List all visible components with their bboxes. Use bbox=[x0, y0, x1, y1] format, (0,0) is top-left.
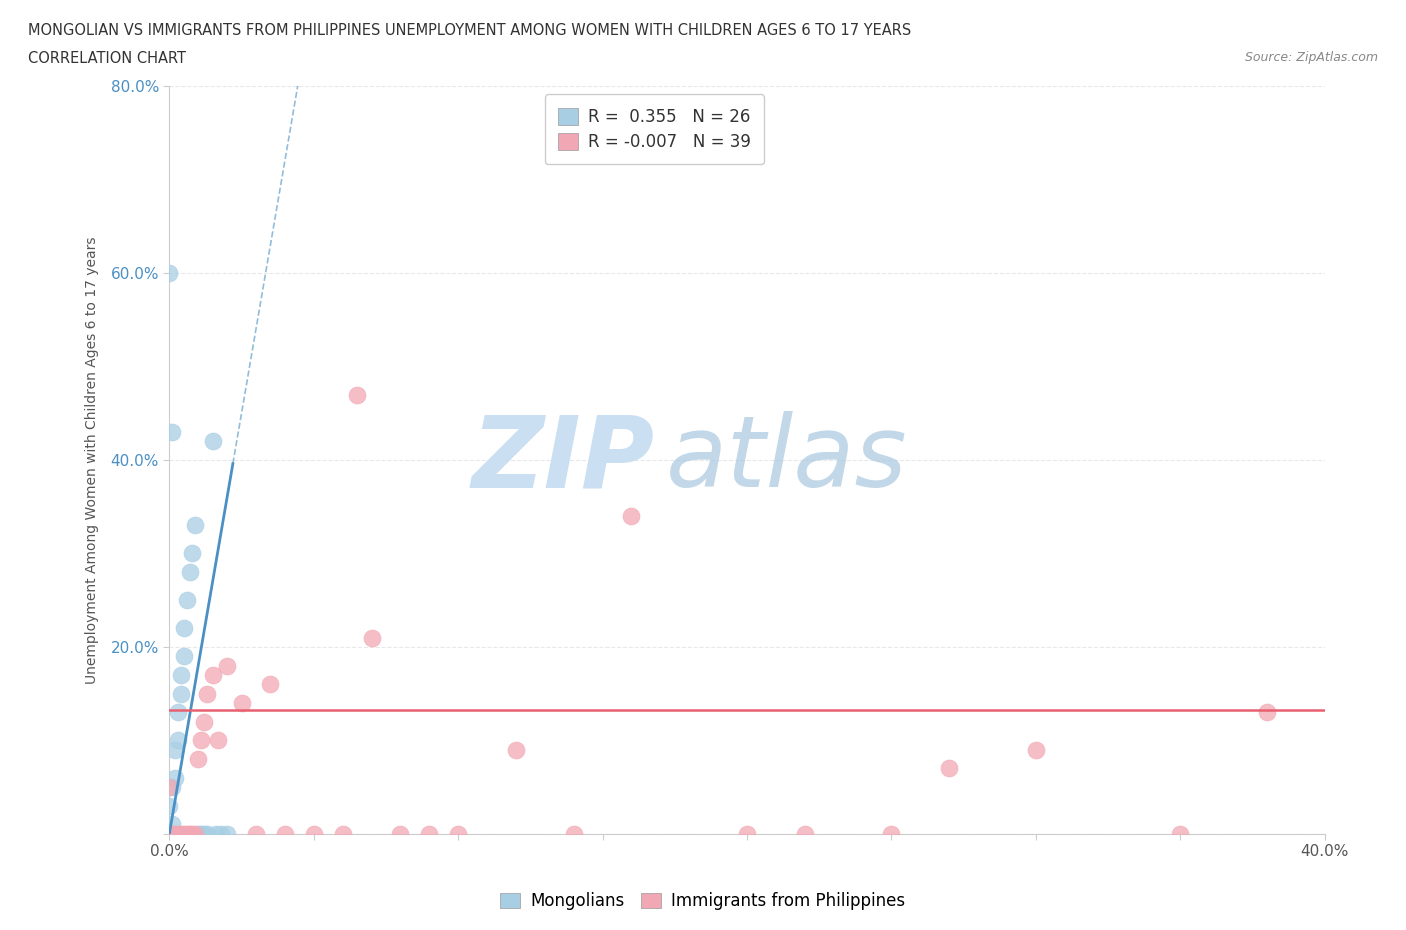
Legend: Mongolians, Immigrants from Philippines: Mongolians, Immigrants from Philippines bbox=[494, 885, 912, 917]
Point bbox=[190, 733, 212, 748]
Point bbox=[207, 733, 229, 748]
Point bbox=[1256, 705, 1278, 720]
Point bbox=[447, 827, 470, 842]
Point bbox=[332, 827, 354, 842]
Point bbox=[1168, 827, 1191, 842]
Point bbox=[160, 827, 183, 842]
Point bbox=[346, 387, 368, 402]
Point bbox=[167, 733, 190, 748]
Point bbox=[204, 827, 226, 842]
Point bbox=[193, 827, 215, 842]
Point bbox=[1025, 742, 1047, 757]
Point bbox=[195, 686, 218, 701]
Text: MONGOLIAN VS IMMIGRANTS FROM PHILIPPINES UNEMPLOYMENT AMONG WOMEN WITH CHILDREN : MONGOLIAN VS IMMIGRANTS FROM PHILIPPINES… bbox=[28, 23, 911, 38]
Point bbox=[170, 686, 193, 701]
Point bbox=[187, 827, 209, 842]
Point bbox=[157, 798, 180, 813]
Point bbox=[157, 827, 180, 842]
Point bbox=[173, 649, 195, 664]
Y-axis label: Unemployment Among Women with Children Ages 6 to 17 years: Unemployment Among Women with Children A… bbox=[86, 236, 100, 684]
Point bbox=[245, 827, 267, 842]
Point bbox=[195, 827, 218, 842]
Point bbox=[181, 827, 204, 842]
Point bbox=[167, 705, 190, 720]
Point bbox=[170, 668, 193, 683]
Point bbox=[184, 827, 207, 842]
Point bbox=[505, 742, 527, 757]
Text: ZIP: ZIP bbox=[471, 411, 655, 509]
Point bbox=[735, 827, 758, 842]
Point bbox=[201, 433, 224, 448]
Point bbox=[173, 827, 195, 842]
Point bbox=[880, 827, 903, 842]
Legend: R =  0.355   N = 26, R = -0.007   N = 39: R = 0.355 N = 26, R = -0.007 N = 39 bbox=[544, 95, 765, 164]
Point bbox=[274, 827, 297, 842]
Point bbox=[184, 518, 207, 533]
Point bbox=[201, 668, 224, 683]
Point bbox=[176, 592, 198, 607]
Point bbox=[302, 827, 325, 842]
Point bbox=[231, 696, 253, 711]
Point bbox=[157, 827, 180, 842]
Point bbox=[938, 761, 960, 776]
Text: atlas: atlas bbox=[666, 411, 908, 509]
Point bbox=[209, 827, 232, 842]
Point bbox=[360, 631, 382, 645]
Point bbox=[190, 827, 212, 842]
Point bbox=[793, 827, 815, 842]
Point bbox=[173, 620, 195, 635]
Point bbox=[179, 827, 201, 842]
Point bbox=[176, 827, 198, 842]
Point bbox=[187, 751, 209, 766]
Point bbox=[562, 827, 585, 842]
Point bbox=[181, 546, 204, 561]
Point bbox=[389, 827, 412, 842]
Point bbox=[170, 827, 193, 842]
Point bbox=[165, 827, 187, 842]
Point bbox=[160, 779, 183, 794]
Point bbox=[193, 714, 215, 729]
Point bbox=[160, 424, 183, 439]
Point bbox=[620, 509, 643, 524]
Point bbox=[165, 770, 187, 785]
Point bbox=[179, 565, 201, 579]
Point bbox=[165, 742, 187, 757]
Point bbox=[259, 677, 281, 692]
Text: Source: ZipAtlas.com: Source: ZipAtlas.com bbox=[1244, 51, 1378, 64]
Point bbox=[157, 779, 180, 794]
Point bbox=[418, 827, 440, 842]
Point bbox=[160, 817, 183, 831]
Point bbox=[157, 266, 180, 281]
Point bbox=[217, 658, 239, 673]
Text: CORRELATION CHART: CORRELATION CHART bbox=[28, 51, 186, 66]
Point bbox=[217, 827, 239, 842]
Point bbox=[167, 827, 190, 842]
